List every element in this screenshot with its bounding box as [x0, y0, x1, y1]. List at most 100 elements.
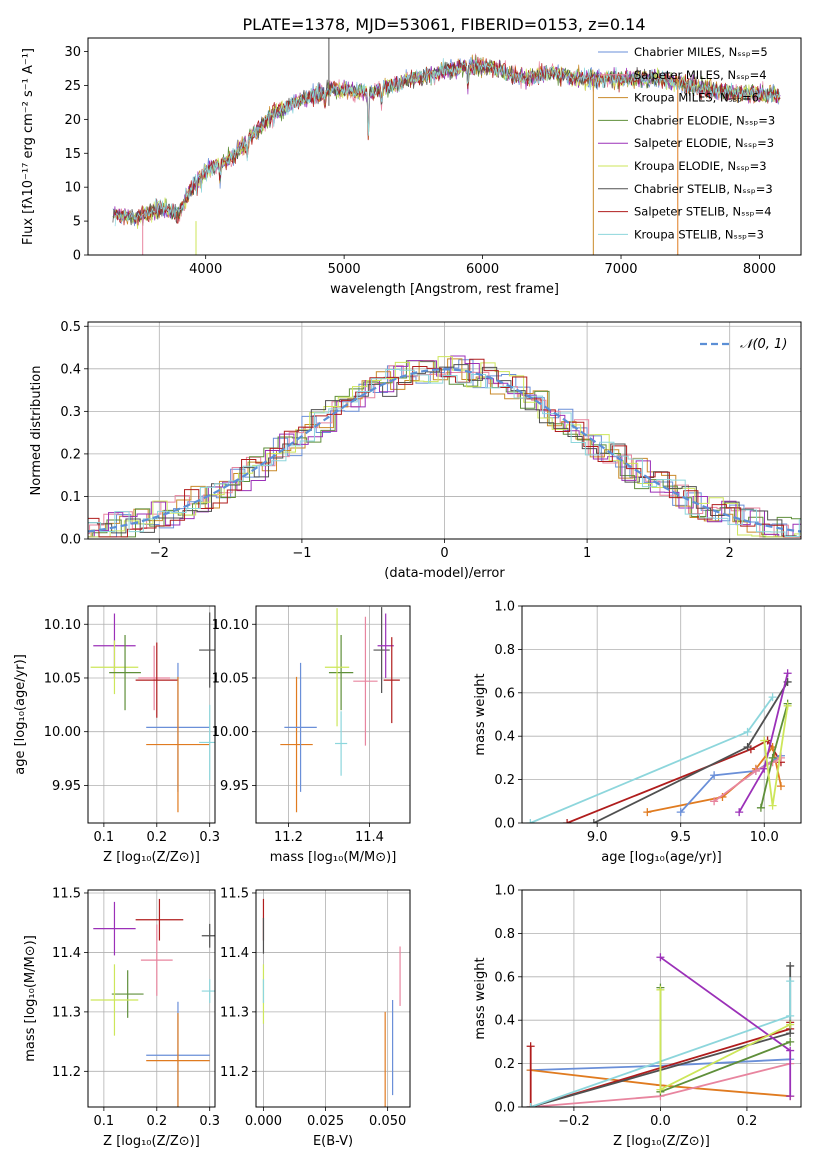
weight-marker: [786, 961, 795, 970]
legend: 𝒩(0, 1): [700, 337, 787, 352]
weight-series-kroupa-elodie: [656, 985, 795, 1094]
weight-marker: [768, 801, 777, 810]
x-axis-label: Z [log₁₀(Z/Z⊙)]: [103, 1134, 200, 1149]
weight-marker: [656, 953, 665, 962]
x-tick-label: −1: [292, 546, 311, 561]
point-chabrier-elodie: [111, 970, 144, 1018]
legend-entry: Salpeter STELIB, Nₛₛₚ=4: [634, 205, 772, 219]
axes-frame: [521, 889, 802, 1108]
panel-age-vs-mass: 11.2 11.4 9.95 10.00 10.05 10.10 mass [log₁₀(M…: [212, 605, 411, 865]
x-tick-label: 6000: [466, 262, 499, 277]
weight-marker: [760, 736, 769, 745]
axes-frame: [87, 37, 802, 256]
plot-area: [112, 38, 781, 255]
y-tick-label: 1.0: [494, 600, 515, 615]
point-chabrier-miles: [284, 662, 317, 792]
weight-series-chabrier-miles: [676, 751, 785, 817]
y-axis-label: mass weight: [473, 957, 488, 1039]
plot-area: [526, 669, 792, 823]
x-tick-label: 10.0: [750, 830, 779, 845]
legend-entry: Chabrier ELODIE, Nₛₛₚ=3: [634, 113, 775, 127]
x-tick-label: 0: [440, 546, 448, 561]
x-axis-label: Z [log₁₀(Z/Z⊙)]: [103, 850, 200, 865]
weight-marker: [783, 701, 792, 710]
weight-marker: [563, 819, 572, 823]
plot-area: [90, 898, 215, 1107]
y-axis-label: age [log₁₀(age/yr)]: [13, 654, 28, 775]
y-tick-label: 0.4: [494, 1014, 515, 1029]
point-miles-mass-line: [146, 1013, 210, 1107]
x-tick-label: 9.0: [587, 830, 608, 845]
point-kroupa-elodie: [90, 964, 139, 1036]
plot-area: [88, 355, 801, 538]
y-tick-label: 11.2: [220, 1065, 249, 1080]
y-tick-label: 0.5: [60, 320, 81, 335]
normal-curve: [88, 368, 801, 533]
weight-marker: [768, 753, 777, 762]
histogram-kroupa-stelib: [88, 368, 801, 538]
weight-marker: [589, 819, 598, 823]
x-tick-label: 11.2: [274, 830, 303, 845]
weight-marker: [676, 808, 685, 817]
y-tick-label: 9.95: [52, 779, 81, 794]
point-chabrier-stelib: [199, 612, 215, 688]
weight-marker: [760, 764, 769, 773]
weight-series-kroupa-stelib: [526, 977, 795, 1107]
weight-marker: [526, 1103, 535, 1107]
axes-frame: [255, 889, 411, 1108]
point-miles-mass-line: [146, 676, 210, 813]
x-tick-label: 2: [726, 546, 734, 561]
panel-weight-vs-Z: −0.2 0.0 0.2 0.0 0.2 0.4 0.6 0.8 1.0 Z [log₁₀(Z/Z…: [473, 884, 802, 1149]
y-tick-label: 9.95: [220, 779, 249, 794]
weight-marker: [786, 1011, 795, 1020]
x-tick-label: 0.0: [650, 1114, 671, 1129]
weight-series-kroupa-stelib: [526, 693, 777, 823]
point-chabrier-elodie: [328, 635, 354, 711]
y-tick-label: 0.4: [494, 730, 515, 745]
point-salpeter-stelib: [383, 637, 400, 724]
y-tick-label: 25: [64, 79, 81, 94]
axes-frame: [255, 605, 411, 824]
y-tick-label: 10.00: [44, 725, 81, 740]
y-tick-label: 0.2: [60, 447, 81, 462]
y-tick-label: 11.4: [220, 946, 249, 961]
x-tick-label: 1: [583, 546, 591, 561]
x-tick-label: 7000: [604, 262, 637, 277]
y-tick-label: 11.3: [52, 1005, 81, 1020]
legend-entry: 𝒩(0, 1): [740, 337, 787, 352]
point-salpeter-elodie: [377, 613, 394, 678]
y-tick-label: 0.6: [494, 686, 515, 701]
weight-line: [566, 739, 782, 823]
x-tick-label: 0.000: [245, 1114, 282, 1129]
x-tick-label: 4000: [189, 262, 222, 277]
weight-series-kroupa-elodie: [760, 701, 792, 810]
y-tick-label: 10.05: [212, 671, 249, 686]
y-axis-label: Flux [fλ10⁻¹⁷ erg cm⁻² s⁻¹ A⁻¹]: [21, 48, 36, 245]
weight-line: [530, 696, 774, 823]
plot-area: [280, 607, 400, 813]
plot-area: [262, 898, 401, 1107]
panel-spectrum: 4000 5000 6000 7000 8000 0 5 10 15 20 25 30 waveleng…: [21, 37, 802, 297]
y-axis-label: Normed distribution: [29, 366, 44, 496]
y-tick-label: 0.8: [494, 927, 515, 942]
x-tick-label: 0.050: [369, 1114, 406, 1129]
plot-area: [90, 612, 215, 813]
y-tick-label: 11.2: [52, 1065, 81, 1080]
histogram-kroupa-miles: [88, 358, 801, 538]
y-tick-label: 10.05: [44, 671, 81, 686]
weight-marker: [526, 1042, 535, 1051]
y-tick-label: 1.0: [494, 884, 515, 899]
y-tick-label: 5: [73, 215, 81, 230]
weight-marker: [786, 1092, 795, 1101]
point-kroupa-stelib: [199, 704, 215, 781]
y-tick-label: 10.00: [212, 725, 249, 740]
y-axis-label: mass weight: [473, 673, 488, 755]
panel-age-vs-Z: 0.1 0.2 0.3 9.95 10.00 10.05 10.10 Z [log₁₀(Z/Z…: [13, 605, 220, 865]
x-axis-label: Z [log₁₀(Z/Z⊙)]: [613, 1134, 710, 1149]
x-tick-label: 0.2: [146, 830, 167, 845]
y-tick-label: 0: [73, 249, 81, 264]
x-tick-label: 9.5: [670, 830, 691, 845]
y-tick-label: 0.2: [494, 1057, 515, 1072]
point-miles-mass-line: [280, 676, 313, 813]
